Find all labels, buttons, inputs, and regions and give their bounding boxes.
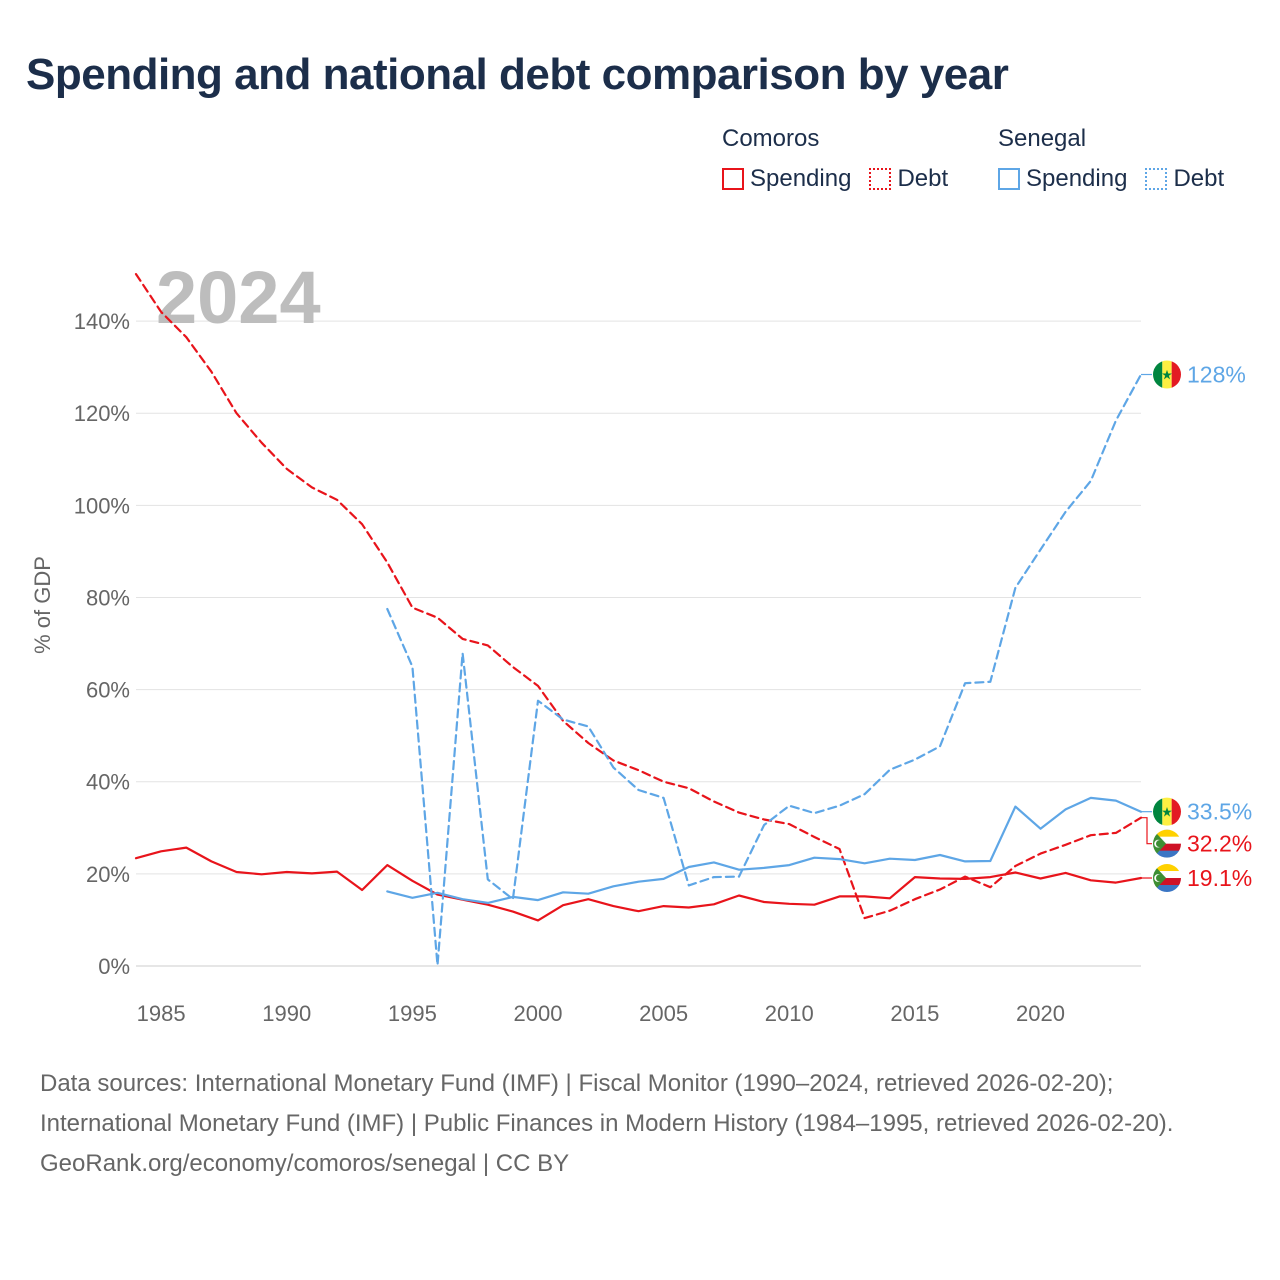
legend-senegal-debt[interactable]: Debt — [1145, 164, 1224, 194]
x-tick-label: 2005 — [639, 1001, 688, 1026]
end-value-label: 19.1% — [1187, 865, 1252, 891]
legend-comoros: Comoros Spending Debt — [722, 122, 948, 194]
legend-senegal: Senegal Spending Debt — [998, 122, 1224, 194]
comoros-debt-line — [134, 273, 1143, 920]
x-tick-label: 1985 — [137, 1001, 186, 1026]
page-title: Spending and national debt comparison by… — [26, 50, 1009, 99]
x-tick-label: 1995 — [388, 1001, 437, 1026]
legend-comoros-title: Comoros — [722, 125, 820, 152]
y-axis-label: % of GDP — [30, 556, 55, 654]
y-tick-label: 120% — [74, 401, 130, 426]
legend-label: Spending — [1026, 165, 1128, 192]
x-tick-label: 2015 — [890, 1001, 939, 1026]
end-value-label: 128% — [1187, 362, 1246, 388]
y-tick-label: 100% — [74, 493, 130, 518]
year-watermark: 2024 — [156, 256, 321, 339]
legend-label: Debt — [897, 165, 949, 192]
legend-comoros-debt[interactable]: Debt — [869, 164, 948, 194]
x-tick-label: 2000 — [514, 1001, 563, 1026]
senegal-flag-icon — [1153, 797, 1181, 826]
x-tick-label: 1990 — [262, 1001, 311, 1026]
y-tick-label: 20% — [86, 862, 130, 887]
y-tick-label: 0% — [98, 954, 130, 979]
x-tick-label: 2020 — [1016, 1001, 1065, 1026]
leader-line — [1141, 817, 1152, 845]
legend-senegal-spending[interactable]: Spending — [998, 164, 1127, 194]
y-tick-label: 60% — [86, 678, 130, 703]
legend-swatch-solid — [998, 168, 1020, 190]
x-tick-label: 2010 — [765, 1001, 814, 1026]
senegal-flag-icon — [1153, 360, 1181, 389]
legend-label: Spending — [750, 165, 852, 192]
y-tick-label: 140% — [74, 309, 130, 334]
comoros-spending-line — [134, 846, 1143, 922]
credit-link[interactable]: GeoRank.org/economy/comoros/senegal | CC… — [40, 1150, 570, 1177]
legend-senegal-title: Senegal — [998, 125, 1087, 152]
senegal-spending-line — [386, 796, 1143, 905]
y-tick-label: 80% — [86, 585, 130, 610]
end-value-label: 32.2% — [1187, 831, 1252, 857]
legend-swatch-dotted — [1145, 168, 1168, 190]
y-tick-label: 40% — [86, 770, 130, 795]
line-chart: 2024 0% 20% 40% 60% 80% 100% 120% 140% 1985 1990 1… — [30, 256, 1252, 1026]
senegal-debt-line — [386, 373, 1143, 967]
sources-text: Data sources: International Monetary Fun… — [40, 1070, 1174, 1137]
comoros-flag-icon — [1153, 864, 1181, 893]
legend-swatch-solid — [722, 168, 744, 190]
end-value-label: 33.5% — [1187, 799, 1252, 825]
comoros-flag-icon — [1153, 829, 1181, 858]
legend-label: Debt — [1173, 165, 1225, 192]
data-sources: Data sources: International Monetary Fun… — [40, 1064, 1240, 1184]
legend-swatch-dotted — [869, 168, 892, 190]
legend-comoros-spending[interactable]: Spending — [722, 164, 851, 194]
